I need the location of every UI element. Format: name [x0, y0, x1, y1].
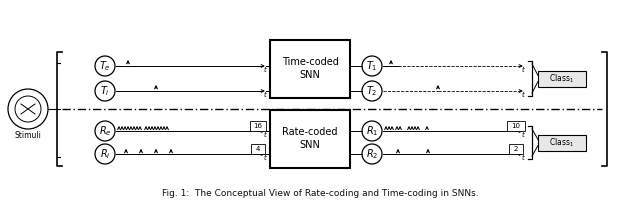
- Text: Rate-coded: Rate-coded: [282, 127, 338, 137]
- FancyBboxPatch shape: [270, 110, 350, 168]
- FancyBboxPatch shape: [251, 144, 265, 154]
- Text: Fig. 1:  The Conceptual View of Rate-coding and Time-coding in SNNs.: Fig. 1: The Conceptual View of Rate-codi…: [162, 189, 478, 198]
- FancyBboxPatch shape: [507, 121, 525, 131]
- FancyBboxPatch shape: [538, 135, 586, 151]
- Text: $R_i$: $R_i$: [100, 147, 110, 161]
- Text: $T_1$: $T_1$: [366, 59, 378, 73]
- Text: t: t: [522, 92, 525, 98]
- Text: $R_2$: $R_2$: [366, 147, 378, 161]
- Text: Stimuli: Stimuli: [15, 130, 42, 139]
- Text: t: t: [522, 155, 525, 161]
- Text: t: t: [522, 67, 525, 73]
- Text: SNN: SNN: [300, 140, 321, 150]
- Text: SNN: SNN: [300, 70, 321, 80]
- Text: $T_2$: $T_2$: [366, 84, 378, 98]
- Text: t: t: [522, 132, 525, 138]
- Text: 16: 16: [253, 123, 262, 129]
- Text: t: t: [264, 67, 267, 73]
- Text: 2: 2: [514, 146, 518, 152]
- Text: $T_i$: $T_i$: [100, 84, 110, 98]
- Text: 4: 4: [256, 146, 260, 152]
- Text: t: t: [264, 132, 267, 138]
- FancyBboxPatch shape: [250, 121, 266, 131]
- FancyBboxPatch shape: [538, 70, 586, 87]
- FancyBboxPatch shape: [509, 144, 523, 154]
- Text: 10: 10: [511, 123, 520, 129]
- FancyBboxPatch shape: [270, 40, 350, 98]
- Text: t: t: [264, 155, 267, 161]
- Text: t: t: [264, 92, 267, 98]
- Text: $T_e$: $T_e$: [99, 59, 111, 73]
- Text: Class$_1$: Class$_1$: [550, 72, 575, 85]
- Text: Class$_1$: Class$_1$: [550, 136, 575, 149]
- Text: Time-coded: Time-coded: [282, 57, 339, 67]
- Text: $R_e$: $R_e$: [99, 124, 111, 138]
- Text: $R_1$: $R_1$: [366, 124, 378, 138]
